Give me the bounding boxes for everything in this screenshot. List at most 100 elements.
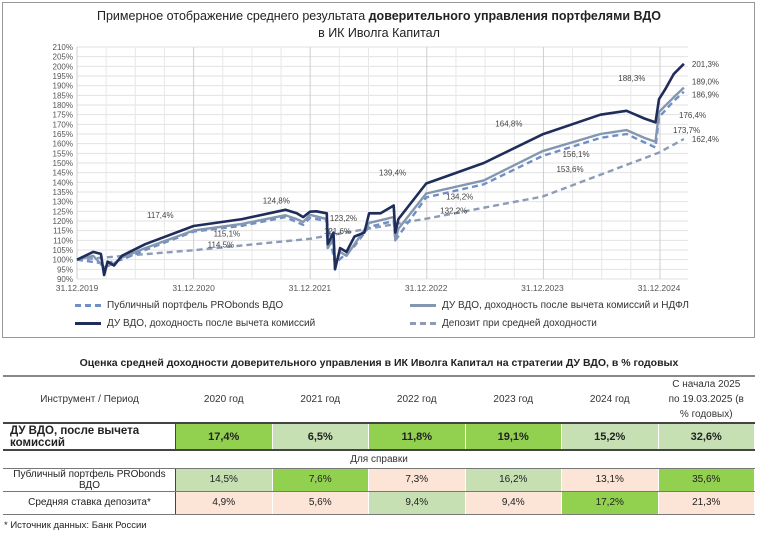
table-cell: 6,5% bbox=[271, 422, 369, 451]
title-line2: в ИК Иволга Капитал bbox=[318, 26, 440, 40]
y-tick-label: 145% bbox=[53, 169, 73, 178]
y-tick-label: 195% bbox=[53, 72, 73, 81]
header-cell: Инструмент / Период bbox=[3, 375, 176, 424]
legend-swatch bbox=[75, 304, 101, 307]
legend-label: ДУ ВДО, доходность после вычета комиссий bbox=[107, 318, 316, 329]
x-tick-label: 31.12.2022 bbox=[405, 283, 448, 293]
y-tick-label: 105% bbox=[53, 246, 73, 255]
row-label: Средняя ставка депозита* bbox=[3, 490, 176, 515]
y-tick-label: 210% bbox=[53, 43, 73, 52]
header-cell: 2024 год bbox=[561, 375, 659, 424]
title-part: Примерное отображение среднего результат… bbox=[96, 9, 369, 23]
header-row: Инструмент / Период 2020 год 2021 год 20… bbox=[3, 375, 755, 424]
title-bold-part: доверительного управления портфелями ВДО bbox=[368, 9, 661, 23]
y-tick-label: 125% bbox=[53, 207, 73, 216]
table-cell: 16,2% bbox=[464, 467, 562, 492]
y-tick-label: 190% bbox=[53, 82, 73, 91]
data-label: 186,9% bbox=[692, 91, 719, 100]
y-tick-label: 110% bbox=[53, 236, 73, 245]
legend-swatch bbox=[410, 322, 436, 325]
table-cell: 9,4% bbox=[368, 490, 466, 515]
table-title: Оценка средней доходности доверительного… bbox=[79, 357, 679, 369]
data-label: 189,0% bbox=[692, 78, 719, 87]
row-label: ДУ ВДО, после вычета комиссий bbox=[3, 422, 176, 451]
chart-frame bbox=[2, 2, 755, 338]
y-tick-label: 100% bbox=[53, 256, 73, 265]
line-chart: 90%95%100%105%110%115%120%125%130%135%14… bbox=[53, 43, 720, 293]
data-label: 156,1% bbox=[562, 150, 589, 159]
header-cell: 2022 год bbox=[368, 375, 466, 424]
row-label: Публичный портфель PRObonds ВДО bbox=[3, 467, 176, 492]
table-cell: 7,3% bbox=[368, 467, 466, 492]
data-label: 173,7% bbox=[673, 126, 700, 135]
table-cell: 9,4% bbox=[464, 490, 562, 515]
x-tick-label: 31.12.2024 bbox=[638, 283, 681, 293]
x-tick-label: 31.12.2020 bbox=[172, 283, 215, 293]
legend-du-ndfl: ДУ ВДО, доходность после вычета комиссий… bbox=[410, 300, 689, 311]
series-line bbox=[76, 137, 685, 261]
data-label: 201,3% bbox=[692, 60, 719, 69]
chart-title: Примерное отображение среднего результат… bbox=[0, 8, 758, 42]
data-label: 132,2% bbox=[440, 206, 467, 215]
y-tick-label: 95% bbox=[57, 265, 73, 274]
y-tick-label: 150% bbox=[53, 159, 73, 168]
data-label: 153,6% bbox=[556, 165, 583, 174]
series-line bbox=[76, 62, 685, 277]
table-cell: 32,6% bbox=[657, 422, 755, 451]
data-label: 117,4% bbox=[147, 211, 174, 220]
table-row-deposit: Средняя ставка депозита* 4,9% 5,6% 9,4% … bbox=[3, 490, 755, 515]
reference-row: Для справки bbox=[3, 449, 755, 469]
data-label: 134,2% bbox=[446, 193, 473, 202]
table-cell: 11,8% bbox=[368, 422, 466, 451]
footnote: * Источник данных: Банк России bbox=[4, 520, 147, 531]
data-label: 139,4% bbox=[379, 168, 406, 177]
header-cell: 2021 год bbox=[271, 375, 369, 424]
table-cell: 17,4% bbox=[175, 422, 273, 451]
table-cell: 21,3% bbox=[657, 490, 755, 515]
y-tick-label: 185% bbox=[53, 91, 73, 100]
legend-probonds: Публичный портфель PRObonds ВДО bbox=[75, 300, 283, 311]
table-cell: 7,6% bbox=[271, 467, 369, 492]
table-cell: 4,9% bbox=[175, 490, 273, 515]
y-tick-label: 115% bbox=[53, 227, 73, 236]
legend-swatch bbox=[75, 322, 101, 325]
y-tick-label: 135% bbox=[53, 188, 73, 197]
legend-label: Публичный портфель PRObonds ВДО bbox=[107, 300, 284, 311]
table-cell: 14,5% bbox=[175, 467, 273, 492]
returns-table: Инструмент / Период 2020 год 2021 год 20… bbox=[3, 375, 755, 515]
y-tick-label: 205% bbox=[53, 53, 73, 62]
legend-swatch bbox=[410, 304, 436, 307]
y-tick-label: 160% bbox=[53, 140, 73, 149]
x-tick-label: 31.12.2021 bbox=[289, 283, 332, 293]
data-label: 162,4% bbox=[692, 135, 719, 144]
header-cell: С начала 2025 по 19.03.2025 (в % годовых… bbox=[657, 375, 755, 424]
table-cell: 19,1% bbox=[464, 422, 562, 451]
table-cell: 15,2% bbox=[561, 422, 659, 451]
header-cell: 2023 год bbox=[464, 375, 562, 424]
y-tick-label: 120% bbox=[53, 217, 73, 226]
x-tick-label: 31.12.2023 bbox=[521, 283, 564, 293]
data-label: 121,6% bbox=[324, 227, 351, 236]
legend-deposit: Депозит при средней доходности bbox=[410, 318, 597, 329]
data-label: 115,1% bbox=[214, 229, 241, 238]
y-tick-label: 200% bbox=[53, 62, 73, 71]
legend-du: ДУ ВДО, доходность после вычета комиссий bbox=[75, 318, 315, 329]
y-tick-label: 90% bbox=[57, 275, 73, 284]
data-label: 124,8% bbox=[263, 197, 290, 206]
y-tick-label: 130% bbox=[53, 198, 73, 207]
y-tick-label: 165% bbox=[53, 130, 73, 139]
table-cell: 35,6% bbox=[657, 467, 755, 492]
table-row-probonds: Публичный портфель PRObonds ВДО 14,5% 7,… bbox=[3, 467, 755, 492]
legend-label: ДУ ВДО, доходность после вычета комиссий… bbox=[442, 300, 689, 311]
y-tick-label: 140% bbox=[53, 178, 73, 187]
table-cell: 5,6% bbox=[271, 490, 369, 515]
header-cell: 2020 год bbox=[175, 375, 273, 424]
data-label: 188,3% bbox=[618, 74, 645, 83]
legend-label: Депозит при средней доходности bbox=[442, 318, 597, 329]
table-cell: 17,2% bbox=[561, 490, 659, 515]
y-tick-label: 180% bbox=[53, 101, 73, 110]
data-label: 164,8% bbox=[495, 119, 522, 128]
y-tick-label: 175% bbox=[53, 111, 73, 120]
reference-label: Для справки bbox=[3, 449, 755, 469]
y-tick-label: 170% bbox=[53, 120, 73, 129]
